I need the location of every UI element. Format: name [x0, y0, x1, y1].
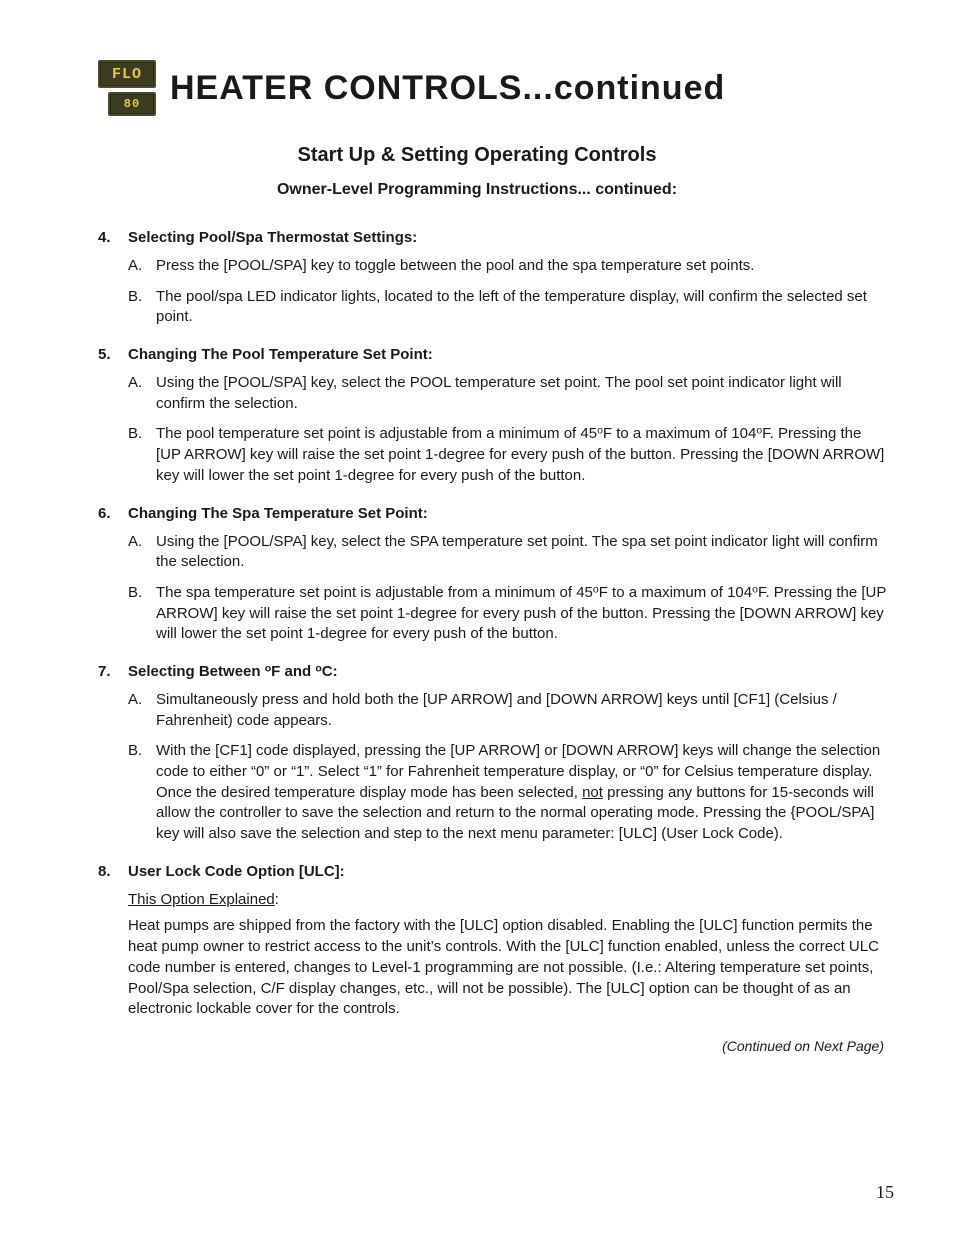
sub-letter: B.	[128, 741, 146, 844]
instruction-item: 8. User Lock Code Option [ULC]: This Optio…	[98, 863, 888, 1020]
sub-item: A.Using the [POOL/SPA] key, select the S…	[128, 532, 888, 573]
instruction-number: 6.	[98, 505, 116, 522]
instruction-title: Selecting Between oF and oC:	[128, 663, 338, 680]
sub-letter: A.	[128, 373, 146, 414]
sub-letter: A.	[128, 256, 146, 277]
instruction-item: 7. Selecting Between oF and oC: A.Simultan…	[98, 663, 888, 845]
instruction-number: 8.	[98, 863, 116, 880]
document-page: FLO 80 HEATER CONTROLS...continued Start…	[0, 0, 954, 1235]
sub-text: Using the [POOL/SPA] key, select the POO…	[156, 373, 888, 414]
section-subhead: Start Up & Setting Operating Controls	[60, 144, 894, 167]
instruction-title: User Lock Code Option [ULC]:	[128, 863, 345, 880]
instruction-head: 7. Selecting Between oF and oC:	[98, 663, 888, 680]
instruction-head: 4. Selecting Pool/Spa Thermostat Settings…	[98, 229, 888, 246]
instruction-title: Selecting Pool/Spa Thermostat Settings:	[128, 229, 417, 246]
sub-text: The pool/spa LED indicator lights, locat…	[156, 287, 888, 328]
instruction-title: Changing The Spa Temperature Set Point:	[128, 505, 428, 522]
instruction-item: 5. Changing The Pool Temperature Set Poin…	[98, 346, 888, 486]
instruction-list: 4. Selecting Pool/Spa Thermostat Settings…	[98, 229, 888, 1020]
sub-item: A. Press the [POOL/SPA] key to toggle bet…	[128, 256, 888, 277]
instruction-item: 6. Changing The Spa Temperature Set Point…	[98, 505, 888, 645]
sub-item: A.Simultaneously press and hold both the…	[128, 690, 888, 731]
instruction-head: 6. Changing The Spa Temperature Set Point…	[98, 505, 888, 522]
lcd-bottom: 80	[108, 92, 156, 116]
page-number: 15	[876, 1182, 894, 1203]
instruction-head: 8. User Lock Code Option [ULC]:	[98, 863, 888, 880]
sub-letter: A.	[128, 532, 146, 573]
sub-letter: B.	[128, 424, 146, 486]
sub-text: The spa temperature set point is adjusta…	[156, 583, 888, 645]
sub-letter: B.	[128, 583, 146, 645]
sub-text: Simultaneously press and hold both the […	[156, 690, 888, 731]
sub-list: A. Press the [POOL/SPA] key to toggle bet…	[128, 256, 888, 328]
instruction-head: 5. Changing The Pool Temperature Set Poin…	[98, 346, 888, 363]
lcd-top: FLO	[98, 60, 156, 88]
lcd-icon: FLO 80	[98, 60, 156, 116]
sub-item: B.With the [CF1] code displayed, pressin…	[128, 741, 888, 844]
sub-item: B.The spa temperature set point is adjus…	[128, 583, 888, 645]
sub-list: A.Using the [POOL/SPA] key, select the S…	[128, 532, 888, 645]
section-subsubhead: Owner-Level Programming Instructions... …	[60, 181, 894, 199]
instruction-number: 4.	[98, 229, 116, 246]
page-title: HEATER CONTROLS...continued	[170, 69, 725, 108]
instruction-body: This Option Explained:Heat pumps are shi…	[128, 890, 888, 1020]
sub-text: With the [CF1] code displayed, pressing …	[156, 741, 888, 844]
instruction-title: Changing The Pool Temperature Set Point:	[128, 346, 433, 363]
sub-text: The pool temperature set point is adjust…	[156, 424, 888, 486]
sub-list: A.Simultaneously press and hold both the…	[128, 690, 888, 845]
sub-letter: B.	[128, 287, 146, 328]
instruction-number: 7.	[98, 663, 116, 680]
sub-item: B.The pool temperature set point is adju…	[128, 424, 888, 486]
instruction-item: 4. Selecting Pool/Spa Thermostat Settings…	[98, 229, 888, 328]
sub-text: Using the [POOL/SPA] key, select the SPA…	[156, 532, 888, 573]
continued-note: (Continued on Next Page)	[60, 1038, 884, 1054]
sub-letter: A.	[128, 690, 146, 731]
sub-item: B.The pool/spa LED indicator lights, loc…	[128, 287, 888, 328]
sub-text: Press the [POOL/SPA] key to toggle betwe…	[156, 256, 754, 277]
instruction-number: 5.	[98, 346, 116, 363]
sub-list: A.Using the [POOL/SPA] key, select the P…	[128, 373, 888, 486]
sub-item: A.Using the [POOL/SPA] key, select the P…	[128, 373, 888, 414]
page-header: FLO 80 HEATER CONTROLS...continued	[98, 60, 894, 116]
